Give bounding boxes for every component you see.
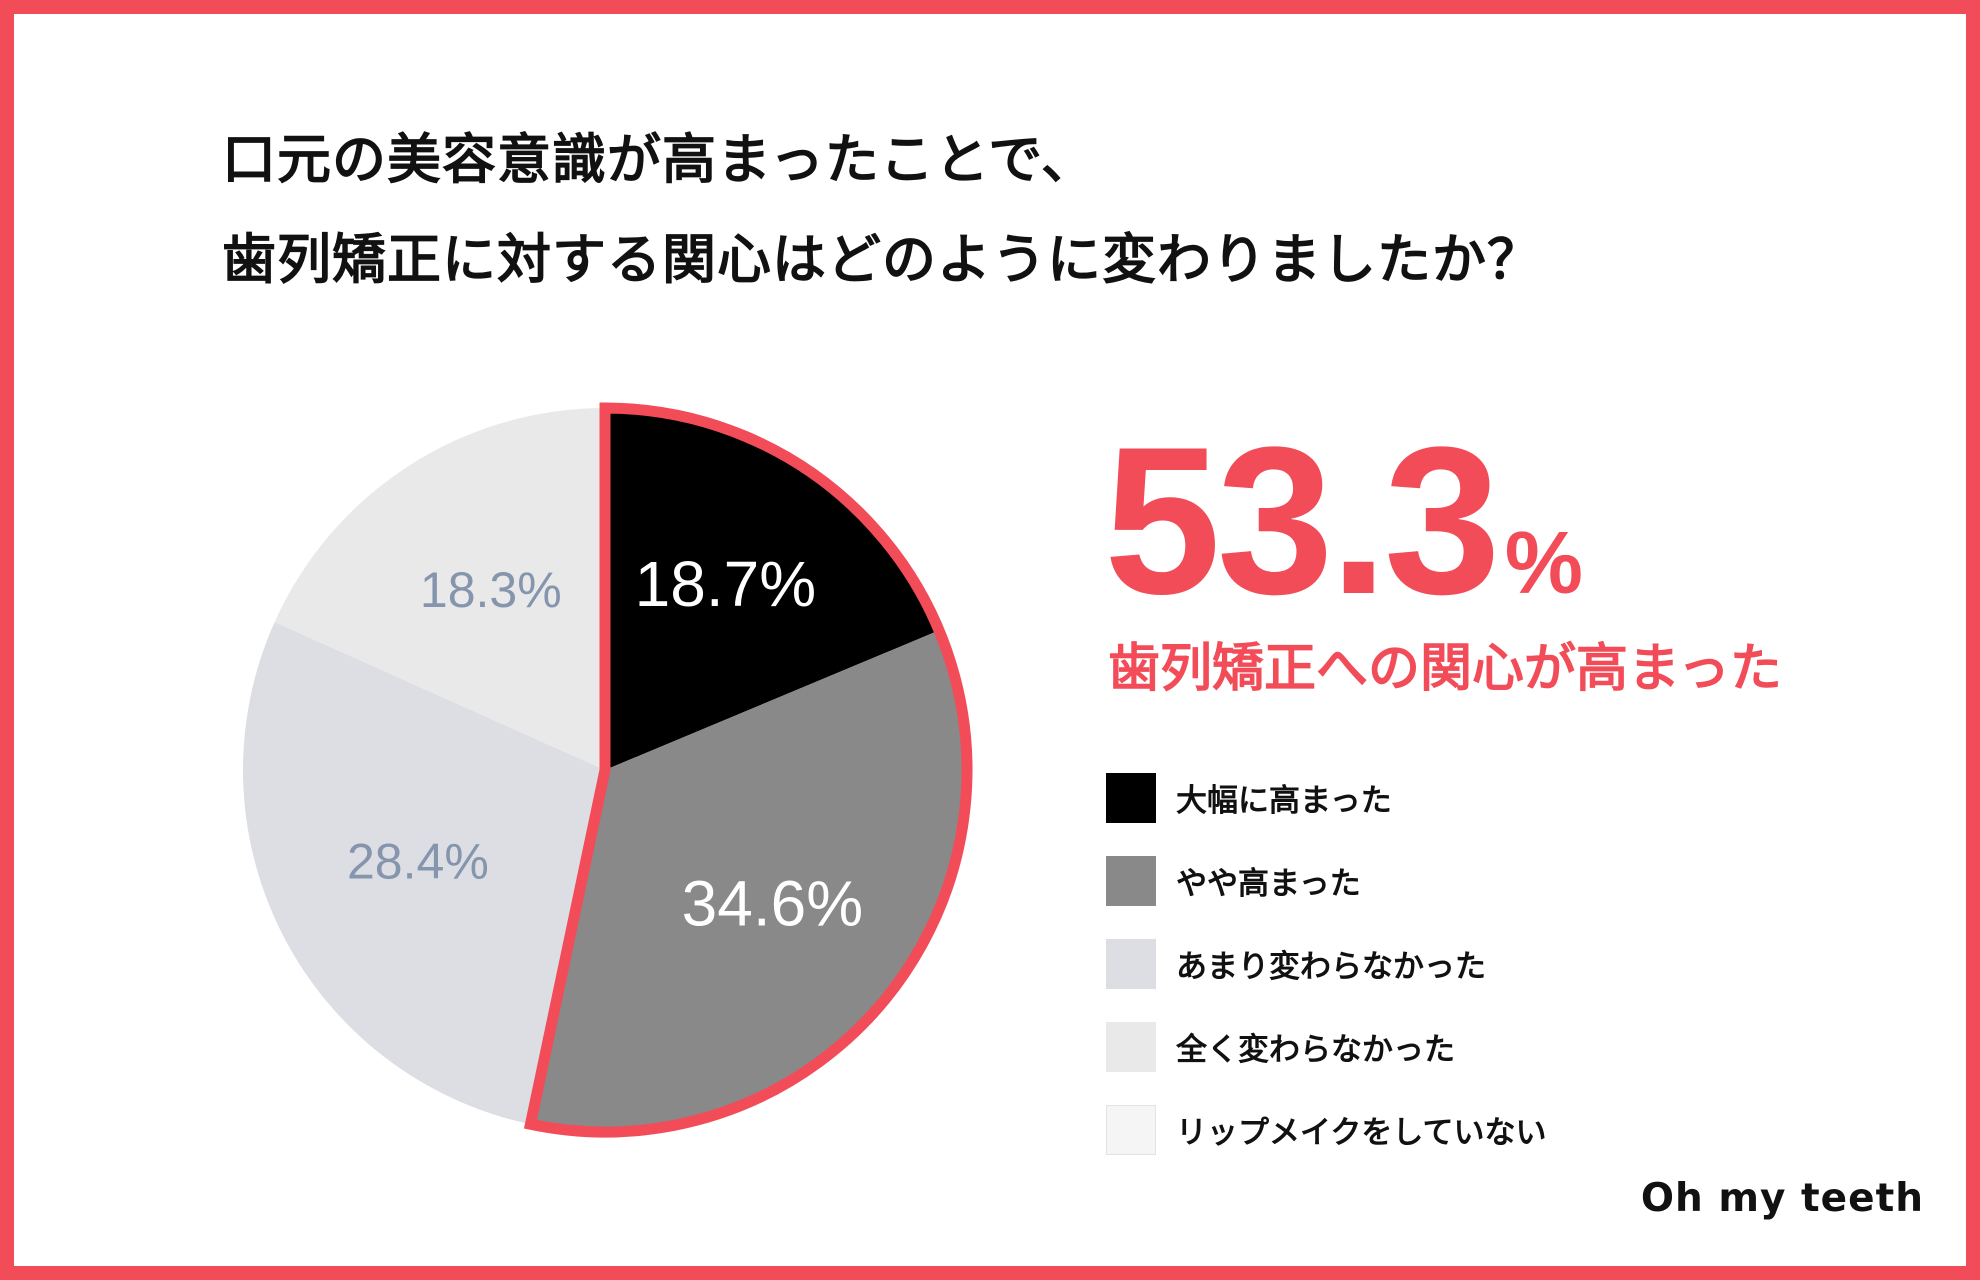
- brand-logo: Oh my teeth: [1640, 1176, 1924, 1221]
- pie-slice-3: [243, 622, 605, 1125]
- highlight-percentage: 53.3%: [1104, 400, 1583, 642]
- legend-swatch: [1106, 938, 1156, 989]
- chart-title: 口元の美容意識が高まったことで、 歯列矯正に対する関心はどのように変わりましたか…: [222, 110, 1872, 310]
- pie-value-label-4: 18.3%: [420, 562, 562, 618]
- legend-swatch: [1106, 855, 1156, 906]
- highlight-value: 53.3: [1104, 403, 1501, 638]
- legend-swatch: [1106, 1021, 1156, 1072]
- legend-label: あまり変わらなかった: [1176, 949, 1486, 985]
- legend-item: やや高まった: [1106, 839, 1546, 922]
- legend-label: リップメイクをしていない: [1176, 1115, 1547, 1151]
- pie-slice-2: [530, 630, 968, 1133]
- pie-slice-4: [274, 408, 605, 770]
- title-line-2: 歯列矯正に対する関心はどのように変わりましたか？: [222, 228, 1542, 291]
- legend-swatch: [1106, 1104, 1156, 1155]
- title-line-1: 口元の美容意識が高まったことで、: [222, 128, 1097, 191]
- highlight-caption: 歯列矯正への関心が高まった: [1108, 639, 1782, 699]
- highlight-outline: [523, 402, 973, 1138]
- highlight-unit: %: [1504, 513, 1583, 612]
- legend-label: 全く変わらなかった: [1176, 1032, 1455, 1068]
- legend-item: 大幅に高まった: [1106, 756, 1546, 839]
- legend: 大幅に高まった やや高まったあまり変わらなかった 全く変わらなかったリップメイクをし…: [1106, 756, 1546, 1171]
- pie-value-label-1: 18.7%: [635, 548, 816, 620]
- pie-value-label-3: 28.4%: [347, 834, 489, 890]
- legend-label: 大幅に高まった: [1176, 783, 1392, 819]
- legend-item: 全く変わらなかった: [1106, 1005, 1546, 1088]
- pie-value-label-2: 34.6%: [682, 867, 863, 939]
- legend-label: やや高まった: [1176, 866, 1361, 902]
- legend-item: リップメイクをしていない: [1106, 1088, 1546, 1171]
- pie-slice-1: [605, 408, 940, 770]
- legend-item: あまり変わらなかった: [1106, 922, 1546, 1005]
- legend-swatch: [1106, 772, 1156, 823]
